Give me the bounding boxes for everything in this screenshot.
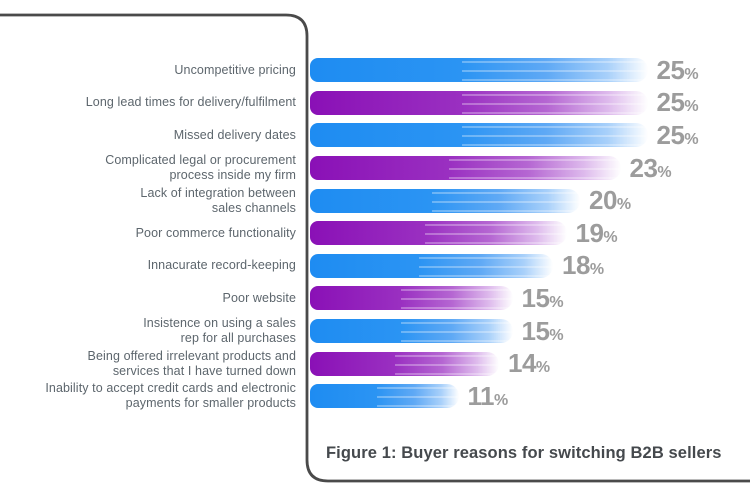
value-unit: % (657, 163, 672, 181)
category-label-line: sales channels (211, 200, 296, 215)
value-number: 15 (521, 315, 550, 346)
bar (310, 319, 513, 344)
figure-caption: Figure 1: Buyer reasons for switching B2… (326, 444, 722, 462)
category-label: Poor website (0, 291, 310, 306)
bar-row: Lack of integration between sales channel… (0, 184, 750, 217)
category-label: Insistence on using a sales rep for all p… (0, 316, 310, 346)
category-label: Poor commerce functionality (0, 226, 310, 241)
value-number: 20 (589, 185, 617, 216)
category-label: Lack of integration between sales channel… (0, 186, 310, 216)
value-unit: % (535, 359, 551, 377)
bar-row: Missed delivery dates 25% (0, 119, 750, 152)
value-label: 25% (657, 87, 699, 118)
category-label-line: Complicated legal or procurement (105, 153, 296, 168)
category-label-line: Long lead times for delivery/fulfilment (85, 95, 296, 110)
category-label: Complicated legal or procurement process … (0, 153, 310, 183)
category-label: Long lead times for delivery/fulfilment (0, 95, 310, 110)
value-number: 19 (575, 217, 604, 248)
value-unit: % (684, 65, 699, 83)
value-unit: % (549, 326, 564, 344)
value-unit: % (684, 130, 699, 148)
category-label-line: Inability to accept credit cards and ele… (45, 381, 296, 396)
value-label: 15% (522, 316, 564, 347)
value-unit: % (494, 391, 509, 409)
value-label: 25% (657, 120, 699, 151)
category-label: Inability to accept credit cards and ele… (0, 381, 310, 411)
category-label: Missed delivery dates (0, 128, 310, 143)
value-unit: % (549, 293, 564, 311)
bar (310, 58, 648, 83)
value-label: 18% (562, 250, 604, 281)
category-label-line: Poor website (222, 290, 296, 305)
bar (310, 253, 553, 278)
bar-row: Poor website 15% (0, 282, 750, 315)
category-label: Being offered irrelevant products and ser… (0, 349, 310, 379)
value-number: 14 (508, 348, 536, 379)
value-unit: % (616, 196, 632, 214)
value-number: 25 (656, 54, 685, 85)
value-label: 25% (657, 55, 699, 86)
bar (310, 351, 499, 376)
category-label-line: Uncompetitive pricing (174, 62, 296, 77)
category-label-line: process inside my firm (169, 168, 296, 183)
value-number: 15 (521, 282, 550, 313)
category-label-line: Innacurate record-keeping (147, 258, 296, 273)
value-unit: % (603, 228, 618, 246)
bar (310, 156, 621, 181)
bar-row: Uncompetitive pricing 25% (0, 54, 750, 87)
category-label-line: Lack of integration between (140, 185, 296, 200)
value-label: 15% (522, 283, 564, 314)
category-label-line: payments for smaller products (125, 396, 296, 411)
category-label-line: rep for all purchases (180, 331, 296, 346)
value-label: 11% (468, 381, 509, 412)
category-label-line: Being offered irrelevant products and (87, 348, 296, 363)
bar (310, 188, 580, 213)
category-label: Innacurate record-keeping (0, 258, 310, 273)
bar-row: Long lead times for delivery/fulfilment … (0, 87, 750, 120)
value-number: 11 (467, 380, 495, 411)
category-label-line: Missed delivery dates (173, 127, 296, 142)
bar (310, 90, 648, 115)
bar-row: Insistence on using a sales rep for all p… (0, 315, 750, 348)
value-unit: % (589, 261, 605, 279)
bar-row: Poor commerce functionality 19% (0, 217, 750, 250)
value-label: 23% (630, 153, 672, 184)
bar-row: Being offered irrelevant products and ser… (0, 347, 750, 380)
category-label: Uncompetitive pricing (0, 63, 310, 78)
value-number: 25 (656, 119, 685, 150)
bar (310, 384, 459, 409)
bar-row: Innacurate record-keeping 18% (0, 250, 750, 283)
category-label-line: services that I have turned down (112, 363, 296, 378)
category-label-line: Insistence on using a sales (143, 316, 296, 331)
chart-rows: Uncompetitive pricing 25% Long lead time… (0, 54, 750, 413)
category-label-line: Poor commerce functionality (135, 225, 296, 240)
bar (310, 221, 567, 246)
value-number: 25 (656, 87, 685, 118)
value-label: 14% (508, 348, 550, 379)
bar (310, 123, 648, 148)
bar (310, 286, 513, 311)
value-number: 18 (562, 250, 590, 281)
bar-row: Complicated legal or procurement process … (0, 152, 750, 185)
value-unit: % (684, 98, 699, 116)
bar-row: Inability to accept credit cards and ele… (0, 380, 750, 413)
value-label: 20% (589, 185, 631, 216)
value-number: 23 (629, 152, 658, 183)
value-label: 19% (576, 218, 618, 249)
